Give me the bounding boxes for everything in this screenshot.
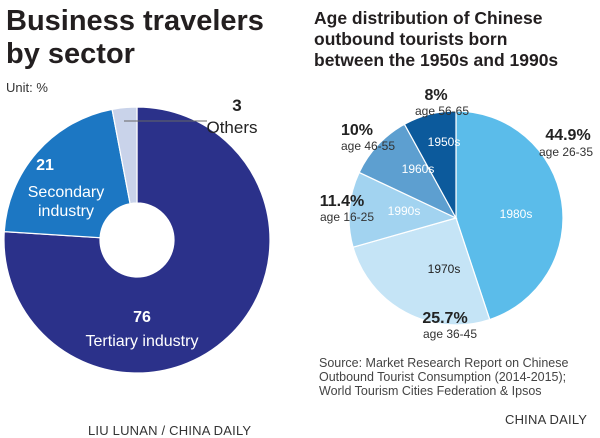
secondary-value: 21 [36,157,54,174]
slice-secondary [3,108,131,239]
slice-1990s [348,171,458,248]
age-1970s: age 36-45 [423,327,477,341]
slice-others [111,106,138,205]
others-label: Others [206,118,257,137]
slice-tertiary-industry [3,106,271,374]
others-value: 3 [232,96,241,115]
slice-1960s-name: 1960s [402,162,435,176]
slice-1980s-name: 1980s [500,207,533,221]
slice-1990s-name: 1990s [388,204,421,218]
slice-1980s [455,110,564,321]
age-1960s: age 46-55 [341,139,395,153]
slice-1970s-name: 1970s [428,262,461,276]
age-1980s: age 26-35 [539,145,593,159]
left-title-line2: by sector [6,38,135,70]
unit-label: Unit: % [6,80,48,95]
right-title-line3: between the 1950s and 1990s [314,50,558,70]
age-1950s: age 56-65 [415,104,469,118]
age-1990s: age 16-25 [320,210,374,224]
tertiary-label: Tertiary industry [86,333,199,350]
pct-1990s: 11.4% [320,193,364,210]
pct-1970s: 25.7% [422,310,467,327]
source-note: Source: Market Research Report on Chines… [319,356,569,398]
pct-1980s: 44.9% [545,127,590,144]
left-title-line1: Business travelers [6,5,264,37]
secondary-label-line1: Secondary [28,184,105,201]
slice-1950s [403,110,457,219]
pct-1950s: 8% [424,87,447,104]
right-credit: CHINA DAILY [505,412,588,427]
right-title-line1: Age distribution of Chinese [314,8,543,28]
pie-chart [348,110,564,326]
slice-1970s [352,217,491,326]
tertiary-value: 76 [133,309,151,326]
pct-1960s: 10% [341,122,373,139]
left-credit: LIU LUNAN / CHINA DAILY [88,423,252,438]
donut-chart [3,106,271,374]
right-title-line2: outbound tourists born [314,29,507,49]
secondary-label-line2: industry [38,203,94,220]
slice-1950s-name: 1950s [428,135,461,149]
